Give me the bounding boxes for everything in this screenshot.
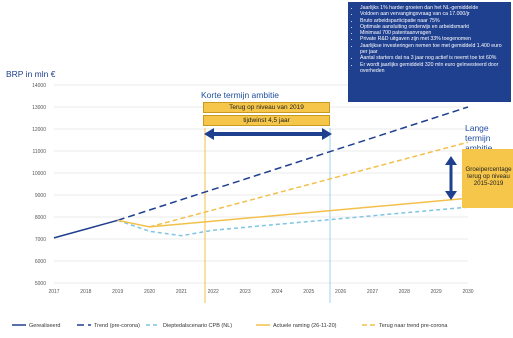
series-line-dieptedalscenario-cpb-nl — [117, 206, 469, 237]
series-lines — [53, 106, 469, 239]
korte-termijn-arrow — [204, 128, 332, 140]
y-tick-label: 11000 — [32, 149, 46, 155]
x-tick-label: 2025 — [303, 289, 314, 295]
x-tick-label: 2021 — [176, 289, 187, 295]
note-item: Aantal starters dat na 3 jaar nog actief… — [360, 55, 507, 61]
legend-label: Gerealiseerd — [29, 323, 61, 329]
y-tick-label: 7000 — [35, 237, 46, 243]
note-item: Jaarlijks 1% harder groeien dan het NL-g… — [360, 5, 507, 11]
grow-box-line-1: Groeipercentage — [465, 166, 512, 173]
legend-label: Actuele raming (26-11-20) — [273, 323, 337, 329]
korte-termijn-title: Korte termijn ambitie — [201, 90, 279, 100]
lange-title-line-2: ambitie — [465, 143, 493, 153]
note-item: Jaarlijkse investeringen nemen toe met g… — [360, 43, 507, 56]
x-tick-label: 2018 — [80, 289, 91, 295]
x-tick-label: 2030 — [462, 289, 473, 295]
y-tick-label: 6000 — [35, 259, 46, 265]
x-tick-label: 2020 — [144, 289, 155, 295]
x-tick-label: 2023 — [240, 289, 251, 295]
groeipercentage-box: Groeipercentage terug op niveau 2015-201… — [462, 149, 513, 208]
series-line-terug-naar-trend-pre-corona — [149, 141, 469, 228]
y-tick-labels: 5000 6000 7000 8000 9000 10000 11000 12000 13000… — [32, 83, 46, 287]
lange-termijn-title: Lange termijn ambitie — [465, 123, 513, 153]
note-item: Minimaal 700 patentaanvragen — [360, 30, 507, 36]
x-tick-label: 2026 — [335, 289, 346, 295]
x-tick-label: 2024 — [271, 289, 282, 295]
y-tick-label: 14000 — [32, 83, 46, 89]
note-item: Private R&D uitgaven zijn met 33% toegen… — [360, 36, 507, 42]
y-tick-label: 13000 — [32, 105, 46, 111]
y-tick-label: 10000 — [32, 171, 46, 177]
x-tick-label: 2029 — [431, 289, 442, 295]
y-axis-label: BRP in mln € — [6, 69, 56, 79]
x-tick-labels: 2017 2018 2019 2020 2021 2022 2023 2024 2025 2026… — [48, 289, 473, 295]
legend-label: Trend (pre-corona) — [94, 323, 140, 329]
grow-box-line-3: 2015-2019 — [473, 180, 504, 187]
terug-op-niveau-box: Terug op niveau van 2019 — [203, 102, 330, 113]
tijdwinst-box: tijdwinst 4,5 jaar — [203, 115, 330, 126]
y-tick-label: 12000 — [32, 127, 46, 133]
legend-label: Dieptedalscenario CPB (NL) — [163, 323, 232, 329]
ambition-notes-box: Jaarlijks 1% harder groeien dan het NL-g… — [348, 2, 511, 102]
y-tick-label: 8000 — [35, 215, 46, 221]
legend-label: Terug naar trend pre-corona — [379, 323, 448, 329]
y-tick-label: 5000 — [35, 281, 46, 287]
note-item: Bruto arbeidsparticipatie naar 75% — [360, 18, 507, 24]
grow-box-line-2: terug op niveau — [467, 173, 510, 180]
x-tick-label: 2019 — [112, 289, 123, 295]
series-line-trend-pre-corona — [117, 106, 469, 222]
lange-title-line-1: Lange termijn — [465, 123, 491, 143]
note-item: Optimale aansluiting onderwijs en arbeid… — [360, 24, 507, 30]
series-line-gerealiseerd — [53, 219, 118, 239]
note-item: Voldoen aan vervangingsvraag van ca 17.0… — [360, 11, 507, 17]
x-tick-label: 2028 — [399, 289, 410, 295]
y-tick-label: 9000 — [35, 193, 46, 199]
x-tick-label: 2017 — [48, 289, 59, 295]
lange-termijn-arrow — [445, 156, 457, 200]
x-tick-label: 2027 — [367, 289, 378, 295]
note-item: Er wordt jaarlijks gemiddeld 320 mln eur… — [360, 62, 507, 75]
legend: Gerealiseerd Trend (pre-corona) Dieptedals… — [12, 323, 448, 329]
x-tick-label: 2022 — [208, 289, 219, 295]
